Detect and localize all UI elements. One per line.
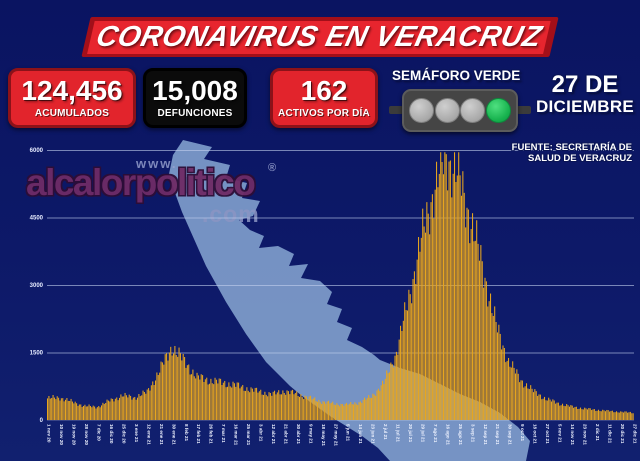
veracruz-map-shape xyxy=(169,140,530,461)
page-title: CORONAVIRUS EN VERACRUZ xyxy=(93,21,545,53)
source-line-1: FUENTE: SECRETARÍA DE xyxy=(511,142,632,153)
report-date-day: 27 DE xyxy=(551,71,619,98)
x-axis-tick-label: 30 abr 21 xyxy=(296,424,301,444)
x-axis-tick-label: 18 oct 21 xyxy=(533,424,538,444)
x-axis-tick-label: 9 may 21 xyxy=(308,424,313,444)
traffic-light-bulb-green-icon xyxy=(485,98,511,123)
semaforo-label: SEMÁFORO VERDE xyxy=(392,68,521,83)
title-banner-inner: CORONAVIRUS EN VERACRUZ xyxy=(87,21,551,54)
stat-value-defunciones: 15,008 xyxy=(152,75,238,106)
stat-value-acumulados: 124,456 xyxy=(21,75,123,106)
x-axis-tick-label: 19 nov 20 xyxy=(72,424,77,445)
report-date-month: DICIEMBRE xyxy=(535,97,635,117)
x-axis-tick-label: 23 jun 21 xyxy=(371,424,376,444)
x-axis-tick-label: 21 abr 21 xyxy=(283,424,288,444)
y-gridlines: 0 1500 3000 4500 6000 xyxy=(30,148,634,424)
x-axis-tick-label: 11 jul 21 xyxy=(396,424,401,442)
x-axis-tick-label: 5 nov 21 xyxy=(558,424,563,443)
x-axis-tick-label: 7 mar 21 xyxy=(221,424,226,443)
source-attribution: FUENTE: SECRETARÍA DE SALUD DE VERACRUZ xyxy=(512,142,632,165)
x-axis-tick-label: 25 dic 20 xyxy=(122,424,127,444)
stat-label-defunciones: DEFUNCIONES xyxy=(157,108,233,119)
x-axis-tick-label: 25 ago 21 xyxy=(458,424,463,445)
x-axis-tick-label: 3 sep 21 xyxy=(470,424,475,443)
x-axis-tick-label: 28 nov 20 xyxy=(84,424,89,445)
x-axis-tick-label: 1 nov 20 xyxy=(47,424,52,443)
x-axis-tick-label: 11 dic 21 xyxy=(607,424,612,444)
x-axis-tick-label: 2 jul 21 xyxy=(383,424,388,440)
title-banner: CORONAVIRUS EN VERACRUZ xyxy=(81,17,559,57)
x-axis-tick-label: 20 dic 21 xyxy=(620,424,625,444)
x-axis-tick-label: 2 dic 21 xyxy=(595,424,600,441)
x-axis-labels: 1 nov 20 10 nov 20 19 nov 20 28 nov 20 7 dic… xyxy=(47,424,638,446)
x-axis-tick-label: 16 ago 21 xyxy=(445,424,450,445)
x-axis-tick-label: 18 may 21 xyxy=(321,424,326,446)
x-axis-tick-label: 30 sep 21 xyxy=(508,424,513,445)
stat-box-defunciones: 15,008 DEFUNCIONES xyxy=(143,68,247,128)
stat-label-activos: ACTIVOS POR DÍA xyxy=(278,108,370,119)
x-axis-tick-label: 16 mar 21 xyxy=(234,424,239,446)
chart-bars xyxy=(47,152,634,420)
traffic-light-bulb-off-icon xyxy=(409,98,434,123)
x-axis-tick-label: 16 dic 20 xyxy=(109,424,114,444)
x-axis-tick-label: 12 sep 21 xyxy=(483,424,488,445)
x-axis-tick-label: 27 oct 21 xyxy=(545,424,550,444)
x-axis-tick-label: 3 abr 21 xyxy=(259,424,264,442)
traffic-light-bulb-off-icon xyxy=(460,98,486,123)
x-axis-tick-label: 27 may 21 xyxy=(333,424,338,446)
x-axis-tick-label: 21 sep 21 xyxy=(495,424,500,445)
traffic-light-bulb-off-icon xyxy=(434,98,460,123)
x-axis-tick-label: 14 nov 21 xyxy=(570,424,575,445)
x-axis-tick-label: 29 jul 21 xyxy=(421,424,426,443)
x-axis-tick-label: 10 nov 20 xyxy=(59,424,64,445)
x-axis-tick-label: 21 ene 21 xyxy=(159,424,164,445)
x-axis-tick-label: 12 abr 21 xyxy=(271,424,276,444)
x-axis-tick-label: 20 jul 21 xyxy=(408,424,413,443)
y-axis-tick-label: 4500 xyxy=(30,216,44,222)
stat-box-acumulados: 124,456 ACUMULADOS xyxy=(8,68,136,128)
x-axis-tick-label: 30 ene 21 xyxy=(171,424,176,445)
x-axis-tick-label: 7 dic 20 xyxy=(97,424,102,441)
x-axis-tick-label: 5 jun 21 xyxy=(346,424,351,442)
x-axis-tick-label: 17 feb 21 xyxy=(196,424,201,444)
y-axis-tick-label: 6000 xyxy=(30,148,44,154)
x-axis-tick-label: 26 feb 21 xyxy=(209,424,214,444)
semaforo-left-stub xyxy=(389,106,403,114)
x-axis-tick-label: 8 feb 21 xyxy=(184,424,189,442)
x-axis-tick-label: 25 mar 21 xyxy=(246,424,251,446)
x-axis-tick-label: 9 oct 21 xyxy=(520,424,525,442)
x-axis-tick-label: 7 ago 21 xyxy=(433,424,438,443)
x-axis-tick-label: 3 ene 21 xyxy=(134,424,139,443)
report-date: 27 DE DICIEMBRE xyxy=(534,72,636,117)
x-axis-tick-label: 14 jun 21 xyxy=(358,424,363,444)
x-axis-tick-label: 23 nov 21 xyxy=(583,424,588,445)
y-axis-tick-label: 3000 xyxy=(30,283,44,289)
stat-box-activos: 162 ACTIVOS POR DÍA xyxy=(270,68,378,128)
y-axis-tick-label: 0 xyxy=(40,418,44,424)
source-line-2: SALUD DE VERACRUZ xyxy=(528,153,632,165)
stat-value-activos: 162 xyxy=(300,75,348,106)
traffic-light-icon xyxy=(402,89,518,132)
y-axis-tick-label: 1500 xyxy=(30,351,44,357)
x-axis-tick-label: 27 dic 21 xyxy=(632,424,637,444)
stat-label-acumulados: ACUMULADOS xyxy=(34,108,110,119)
x-axis-tick-label: 12 ene 21 xyxy=(146,424,151,445)
semaforo-right-stub xyxy=(517,106,531,114)
